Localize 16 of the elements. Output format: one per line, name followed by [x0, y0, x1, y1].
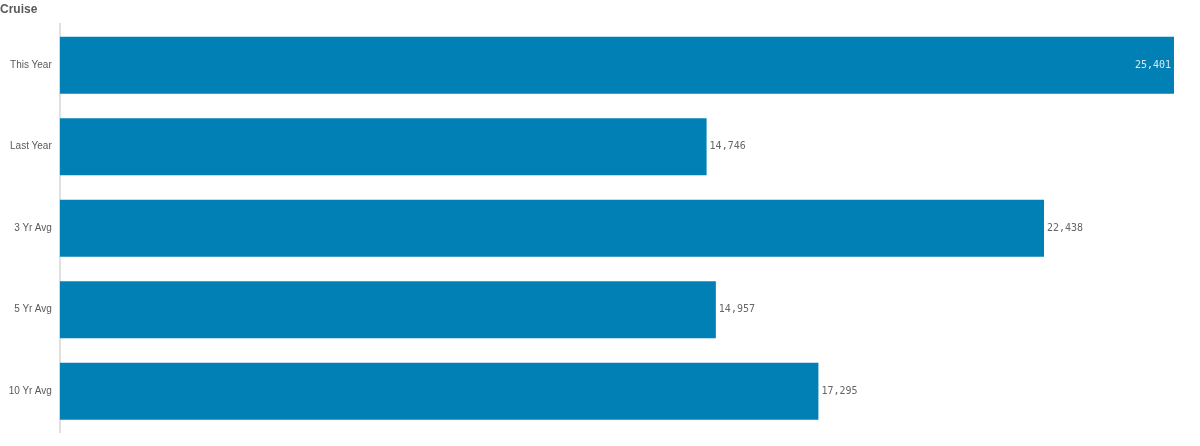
data-label: 25,401	[1134, 58, 1171, 70]
bar	[59, 362, 819, 420]
data-label: 17,295	[821, 384, 858, 396]
bar	[59, 281, 716, 339]
y-tick-label: This Year	[10, 58, 53, 70]
bar	[59, 118, 707, 176]
data-label: 22,438	[1047, 221, 1084, 233]
bar	[59, 199, 1045, 257]
bar	[59, 36, 1174, 94]
chart-title: Cruise	[0, 1, 38, 16]
y-tick-label: Last Year	[10, 140, 53, 152]
data-label: 14,957	[718, 303, 755, 315]
data-label: 14,746	[709, 140, 746, 152]
y-tick-label: 10 Yr Avg	[8, 384, 52, 396]
y-tick-label: 3 Yr Avg	[14, 221, 52, 233]
y-tick-label: 5 Yr Avg	[14, 303, 52, 315]
